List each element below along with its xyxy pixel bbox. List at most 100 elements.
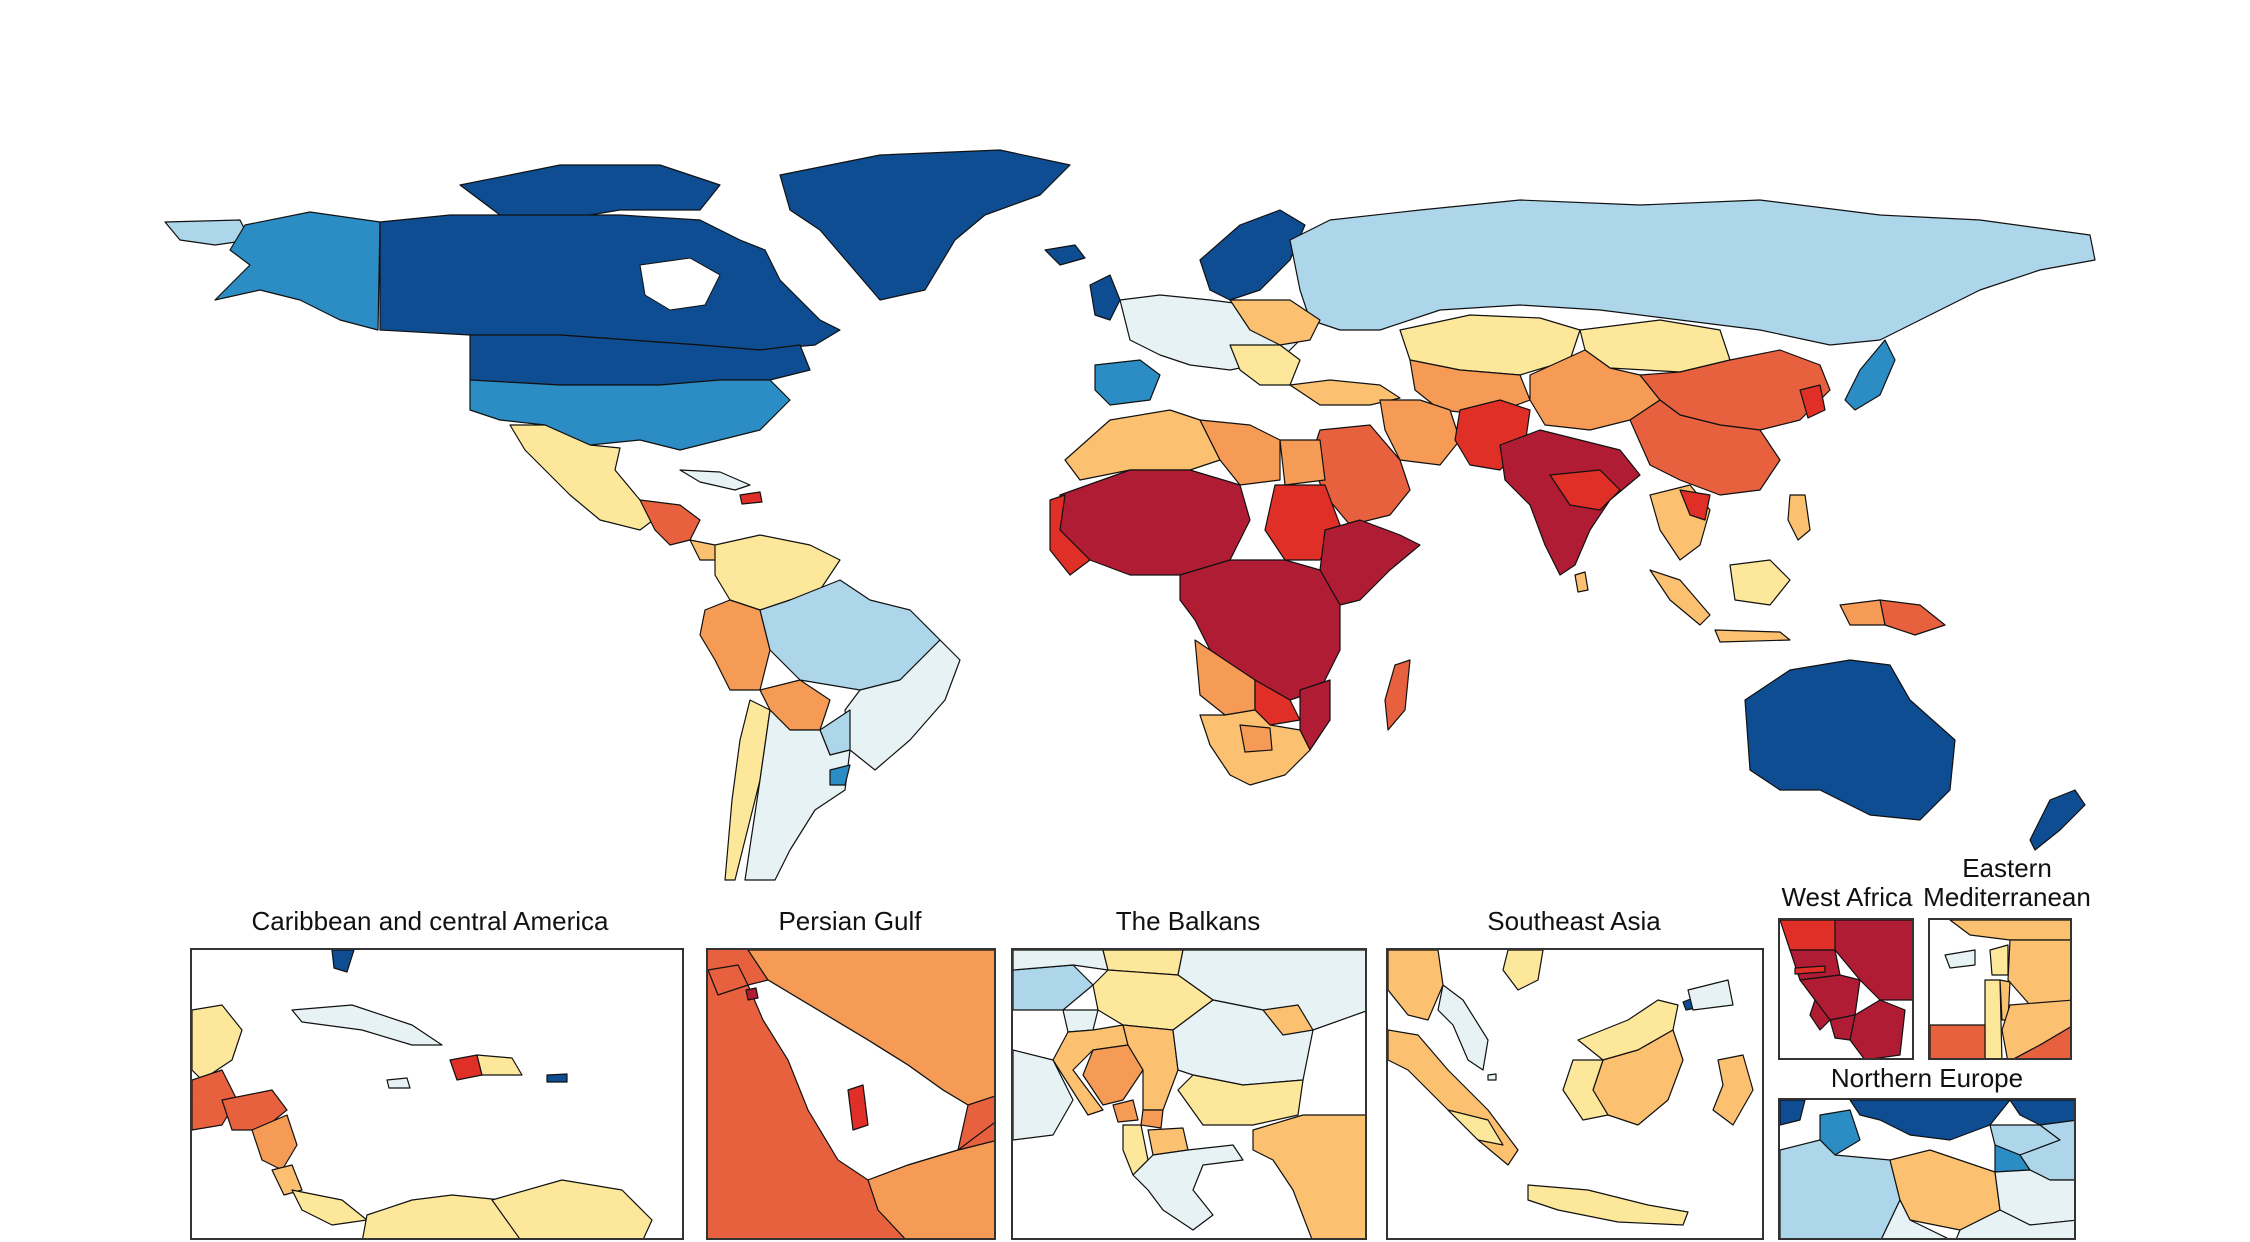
region-borneo <box>1729 559 1791 606</box>
region-australia <box>1744 659 1956 821</box>
neurope-denmark <box>1819 1109 1861 1156</box>
seasia-malaysia-peninsula <box>1437 984 1489 1071</box>
region-papua-indonesia <box>1839 599 1886 626</box>
neurope-norway-sweden <box>1849 1100 2011 1141</box>
gulf-qatar <box>847 1084 869 1131</box>
region-india-east <box>1549 469 1621 511</box>
region-canada <box>379 214 841 351</box>
caribbean-panama <box>291 1189 368 1226</box>
inset-title-gulf: Persian Gulf <box>778 906 922 936</box>
inset-title-emed: Eastern Mediterranean <box>1922 854 2092 912</box>
caribbean-nicaragua <box>251 1114 298 1171</box>
region-russia <box>1289 199 2096 346</box>
seasia-java <box>1527 1184 1689 1226</box>
inset-westafrica <box>1778 918 1914 1060</box>
region-zambia <box>1254 679 1301 726</box>
inset-title-balkans: The Balkans <box>1115 906 1261 936</box>
seasia-sulawesi <box>1712 1054 1754 1126</box>
region-uruguay <box>829 764 851 786</box>
region-sumatra <box>1649 569 1711 626</box>
caribbean-jamaica <box>386 1077 411 1089</box>
inset-gulf <box>706 948 996 1240</box>
region-hudson-bay <box>639 257 721 311</box>
region-argentina <box>744 709 851 881</box>
inset-neurope <box>1778 1098 2076 1240</box>
region-korea <box>1799 384 1826 419</box>
region-mozambique <box>1299 679 1331 751</box>
westafrica-gambia <box>1794 965 1826 975</box>
region-coastal-west-africa <box>1049 494 1091 576</box>
neurope-ukraine <box>1956 1209 2074 1238</box>
region-alaska-west <box>164 219 251 246</box>
region-haiti <box>739 491 763 505</box>
world-choropleth-map <box>164 149 2096 881</box>
inset-title-westafrica: West Africa <box>1781 882 1913 912</box>
balkans-czechia <box>1013 950 1109 971</box>
seasia-sumatra <box>1388 1029 1519 1166</box>
region-japan <box>1844 339 1896 411</box>
region-cuba <box>679 469 751 491</box>
balkans-italy <box>1013 1049 1074 1141</box>
region-sudan <box>1264 484 1341 561</box>
region-iran <box>1379 399 1461 466</box>
inset-caribbean <box>190 948 684 1240</box>
region-philippines <box>1787 494 1811 541</box>
emed-egypt <box>1930 1024 1986 1058</box>
inset-title-neurope: Northern Europe <box>1830 1063 2024 1093</box>
caribbean-mexico <box>192 1004 243 1081</box>
westafrica-sierra-leone <box>1809 999 1831 1031</box>
region-java <box>1714 629 1791 643</box>
region-madagascar <box>1384 659 1411 731</box>
region-libya <box>1199 419 1281 486</box>
emed-saudi-arabia <box>2014 1026 2070 1058</box>
region-iceland <box>1044 244 1086 266</box>
region-peru-ecuador <box>699 599 771 691</box>
region-alaska <box>214 211 381 331</box>
neurope-czechia <box>1881 1199 1949 1238</box>
balkans-slovenia <box>1062 1009 1099 1033</box>
region-sri-lanka <box>1574 571 1589 593</box>
region-botswana <box>1239 724 1273 753</box>
balkans-moldova <box>1262 1004 1314 1036</box>
region-turkey <box>1289 379 1401 406</box>
caribbean-usa-florida <box>331 950 355 973</box>
gulf-bahrain <box>745 987 759 1001</box>
balkans-montenegro <box>1112 1099 1139 1123</box>
region-egypt <box>1279 439 1326 486</box>
inset-emed <box>1928 918 2072 1060</box>
region-new-zealand <box>2029 789 2086 851</box>
gulf-oman <box>957 1122 994 1151</box>
caribbean-colombia <box>362 1194 521 1238</box>
region-greenland <box>779 149 1071 301</box>
region-horn-of-africa <box>1319 519 1421 606</box>
caribbean-venezuela <box>491 1179 653 1238</box>
caribbean-haiti <box>449 1054 483 1081</box>
caribbean-costa-rica <box>271 1164 303 1196</box>
emed-israel <box>1984 979 2003 1058</box>
region-papua-new-guinea <box>1879 599 1946 636</box>
seasia-sabah <box>1687 979 1734 1011</box>
neurope-uk <box>1780 1100 1806 1126</box>
balkans-kosovo <box>1140 1109 1164 1129</box>
balkans-greece <box>1132 1144 1244 1231</box>
seasia-singapore <box>1487 1073 1497 1081</box>
caribbean-dominican-republic <box>476 1054 523 1076</box>
seasia-borneo-west <box>1562 1059 1609 1121</box>
region-eastern-europe <box>1229 299 1321 346</box>
region-scandinavia <box>1199 209 1306 301</box>
caribbean-puerto-rico <box>546 1073 568 1083</box>
emed-lebanon <box>1989 944 2009 976</box>
caribbean-cuba <box>291 1004 443 1046</box>
region-china-south <box>1629 399 1781 496</box>
seasia-sumatra-south <box>1447 1109 1504 1146</box>
seasia-thailand <box>1388 950 1444 1021</box>
inset-title-seasia: Southeast Asia <box>1487 906 1661 936</box>
inset-balkans <box>1011 948 1367 1240</box>
balkans-turkey <box>1252 1114 1365 1238</box>
inset-seasia <box>1386 948 1764 1240</box>
westafrica-mauritania <box>1780 920 1841 951</box>
inset-title-emed-text: Eastern Mediterranean <box>1923 853 2091 912</box>
balkans-bulgaria <box>1177 1074 1304 1126</box>
region-uk <box>1089 274 1121 321</box>
gulf-uae <box>867 1140 994 1238</box>
